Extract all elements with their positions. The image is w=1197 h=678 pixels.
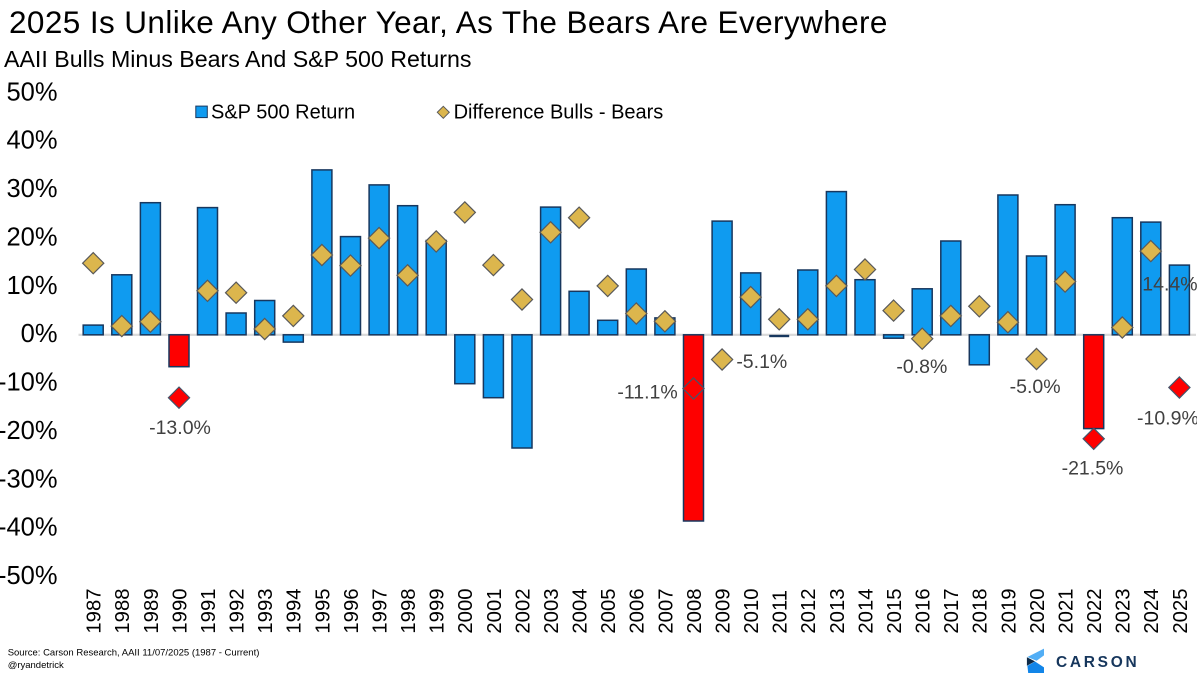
svg-text:-40%: -40% bbox=[0, 514, 58, 542]
svg-text:2009: 2009 bbox=[713, 588, 735, 633]
svg-text:1990: 1990 bbox=[169, 588, 191, 633]
svg-text:@ryandetrick: @ryandetrick bbox=[8, 660, 64, 671]
svg-text:2008: 2008 bbox=[684, 588, 706, 633]
svg-text:1998: 1998 bbox=[398, 588, 420, 633]
svg-text:CARSON: CARSON bbox=[1056, 654, 1139, 671]
svg-text:1991: 1991 bbox=[198, 588, 220, 633]
svg-text:2017: 2017 bbox=[941, 588, 963, 633]
svg-text:-10.9%: -10.9% bbox=[1137, 408, 1197, 430]
svg-text:-5.1%: -5.1% bbox=[736, 351, 787, 373]
svg-text:2001: 2001 bbox=[484, 588, 506, 633]
svg-text:2025 Is Unlike Any Other Year,: 2025 Is Unlike Any Other Year, As The Be… bbox=[9, 4, 888, 40]
svg-text:-11.1%: -11.1% bbox=[617, 382, 677, 404]
svg-text:1994: 1994 bbox=[284, 588, 306, 633]
svg-text:1989: 1989 bbox=[141, 588, 163, 633]
svg-text:1993: 1993 bbox=[255, 588, 277, 633]
svg-text:2004: 2004 bbox=[570, 588, 592, 633]
svg-text:0%: 0% bbox=[21, 320, 58, 348]
svg-text:2000: 2000 bbox=[455, 588, 477, 633]
svg-text:2015: 2015 bbox=[884, 588, 906, 633]
svg-text:1988: 1988 bbox=[112, 588, 134, 633]
svg-text:Difference Bulls - Bears: Difference Bulls - Bears bbox=[454, 102, 664, 124]
svg-text:2019: 2019 bbox=[998, 588, 1020, 633]
svg-text:-20%: -20% bbox=[0, 417, 58, 445]
svg-text:-13.0%: -13.0% bbox=[149, 417, 211, 439]
svg-text:14.4%: 14.4% bbox=[1142, 273, 1197, 295]
svg-text:2024: 2024 bbox=[1141, 588, 1163, 633]
svg-text:-50%: -50% bbox=[0, 562, 58, 590]
svg-text:1997: 1997 bbox=[369, 588, 391, 633]
svg-text:2016: 2016 bbox=[913, 588, 935, 633]
svg-text:2012: 2012 bbox=[798, 588, 820, 633]
svg-text:Source: Carson Research, AAII: Source: Carson Research, AAII 11/07/2025… bbox=[8, 648, 260, 659]
svg-text:30%: 30% bbox=[6, 175, 57, 203]
svg-text:1999: 1999 bbox=[427, 588, 449, 633]
svg-text:2014: 2014 bbox=[855, 588, 877, 633]
svg-text:2021: 2021 bbox=[1056, 588, 1078, 633]
svg-text:10%: 10% bbox=[6, 272, 57, 300]
svg-text:2023: 2023 bbox=[1113, 588, 1135, 633]
svg-text:AAII Bulls Minus Bears And S&P: AAII Bulls Minus Bears And S&P 500 Retur… bbox=[4, 46, 471, 72]
svg-text:2007: 2007 bbox=[655, 588, 677, 633]
svg-text:2013: 2013 bbox=[827, 588, 849, 633]
svg-text:20%: 20% bbox=[6, 224, 57, 252]
svg-text:2010: 2010 bbox=[741, 588, 763, 633]
svg-text:-10%: -10% bbox=[0, 369, 58, 397]
svg-text:2025: 2025 bbox=[1170, 588, 1192, 633]
svg-text:2002: 2002 bbox=[512, 588, 534, 633]
svg-text:2006: 2006 bbox=[627, 588, 649, 633]
svg-text:-30%: -30% bbox=[0, 465, 58, 493]
svg-text:1987: 1987 bbox=[84, 588, 106, 633]
svg-text:S&P 500 Return: S&P 500 Return bbox=[211, 102, 355, 124]
svg-text:2005: 2005 bbox=[598, 588, 620, 633]
svg-text:50%: 50% bbox=[6, 78, 57, 106]
svg-text:-5.0%: -5.0% bbox=[1010, 376, 1061, 398]
svg-text:40%: 40% bbox=[6, 127, 57, 155]
svg-text:2022: 2022 bbox=[1084, 588, 1106, 633]
svg-text:1992: 1992 bbox=[227, 588, 249, 633]
svg-text:1996: 1996 bbox=[341, 588, 363, 633]
svg-text:2020: 2020 bbox=[1027, 588, 1049, 633]
svg-text:-21.5%: -21.5% bbox=[1062, 458, 1124, 480]
svg-text:2003: 2003 bbox=[541, 588, 563, 633]
svg-text:2018: 2018 bbox=[970, 588, 992, 633]
svg-text:1995: 1995 bbox=[312, 588, 334, 633]
svg-text:2011: 2011 bbox=[770, 590, 792, 634]
svg-text:-0.8%: -0.8% bbox=[896, 356, 947, 378]
